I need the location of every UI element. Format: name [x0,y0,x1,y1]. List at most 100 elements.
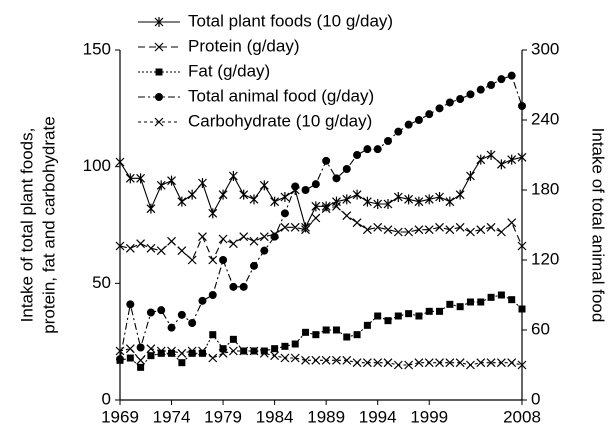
marker [239,346,249,356]
point [156,180,166,191]
point [455,358,465,368]
point [383,199,393,209]
y-tick-label: 100 [83,156,111,175]
marker [259,232,269,242]
marker [517,360,527,370]
point [363,145,372,154]
point [445,358,455,368]
point [342,211,352,221]
point [405,310,413,318]
point [393,192,403,202]
legend-label: Total animal food (g/day) [188,86,374,105]
point [486,150,496,160]
marker [393,192,403,202]
point [136,355,146,365]
point [352,218,362,228]
marker [219,256,228,264]
marker [445,98,454,107]
marker [486,358,496,368]
point [177,196,187,207]
marker [486,222,496,232]
point [125,243,135,253]
point [146,203,156,214]
point [342,194,352,205]
point [436,307,444,315]
point [476,154,486,165]
point [281,342,289,350]
point [321,204,331,214]
marker [373,145,382,154]
x-tick-label: 1979 [204,407,242,426]
marker [487,81,496,89]
marker [436,307,444,315]
point [250,261,258,270]
point [167,323,176,332]
point [260,347,268,355]
point [414,225,424,235]
marker [302,328,310,336]
point [146,308,155,317]
point [218,189,228,200]
point [404,227,414,237]
point [373,358,383,368]
marker [404,360,414,370]
marker [486,150,496,160]
marker [384,317,392,325]
marker [188,319,197,327]
point [466,90,475,99]
marker [239,282,248,291]
point [435,192,444,202]
point [188,319,197,327]
point [177,310,186,319]
point [424,358,434,368]
marker [445,358,455,368]
marker [445,225,455,235]
point [446,300,454,308]
legend-label: Carbohydrate (10 g/day) [188,111,372,130]
y2-tick-label: 180 [531,179,559,198]
point [384,137,392,145]
marker [455,189,465,200]
marker [342,211,352,221]
marker [146,203,156,214]
point [239,346,249,356]
point [198,232,207,242]
marker [393,227,403,237]
marker [156,346,166,356]
point [125,344,135,354]
point [424,225,434,235]
marker [218,348,228,358]
point [393,360,403,370]
point [198,296,207,305]
marker [487,293,495,301]
point [342,355,352,365]
marker [219,345,227,353]
point [332,174,341,183]
marker [414,358,424,368]
marker [208,255,218,265]
marker [154,117,164,127]
marker [259,348,269,358]
marker [383,225,393,235]
point [187,346,197,356]
point [208,255,218,265]
point [146,344,156,354]
point [178,359,186,367]
point [259,232,269,242]
point [188,349,196,357]
point [332,355,341,365]
marker [342,194,352,205]
marker [281,342,289,350]
point [239,189,249,200]
point [198,349,206,357]
point [342,165,351,173]
marker [466,360,475,370]
point [353,331,361,339]
point [496,227,506,237]
legend-marker [155,68,163,76]
marker [146,243,156,253]
marker [311,201,321,212]
point [229,335,237,343]
point [466,298,474,306]
